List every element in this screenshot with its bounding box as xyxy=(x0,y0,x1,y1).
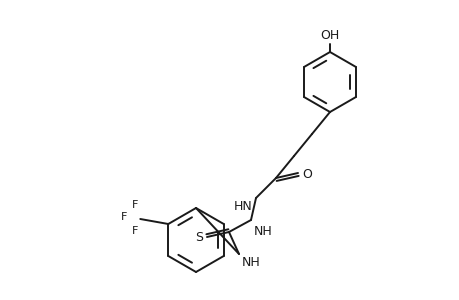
Text: O: O xyxy=(302,169,311,182)
Text: HN: HN xyxy=(234,200,252,213)
Text: F: F xyxy=(121,212,127,222)
Text: OH: OH xyxy=(319,29,339,42)
Text: F: F xyxy=(132,226,138,236)
Text: F: F xyxy=(132,200,138,210)
Text: NH: NH xyxy=(241,256,260,269)
Text: S: S xyxy=(195,232,202,244)
Text: NH: NH xyxy=(253,225,272,238)
